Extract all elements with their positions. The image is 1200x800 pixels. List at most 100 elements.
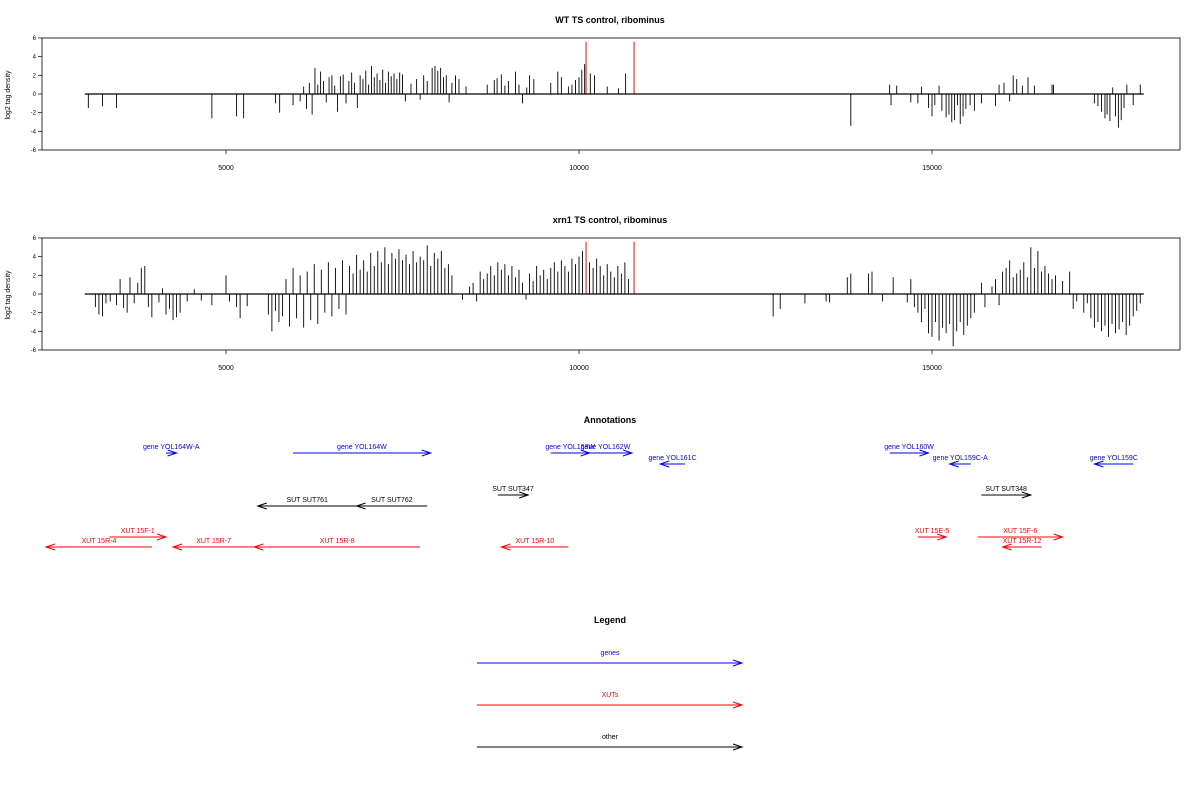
annotation-label: gene YOL163W xyxy=(545,444,595,451)
annotation-arrow xyxy=(165,449,179,457)
annotation-arrow xyxy=(355,502,428,510)
annotation-arrow xyxy=(658,460,685,468)
annotation-label: XUT 15F-6 xyxy=(1003,528,1037,535)
xrn1-track-y-tick-label: 6 xyxy=(33,236,37,242)
xrn1-track-y-tick-label: -4 xyxy=(31,329,37,335)
annotations-title: Annotations xyxy=(584,415,637,425)
annotation-arrow-head xyxy=(1092,460,1104,468)
wt-track-y-tick-label: 4 xyxy=(33,55,37,61)
annotation-label: XUT 15E-5 xyxy=(915,528,950,535)
wt-track-y-axis-label: log2 tag density xyxy=(5,70,12,120)
legend-item-arrow-head xyxy=(732,743,744,751)
annotation-label: gene YOL159C xyxy=(1090,455,1138,462)
annotation-features: gene YOL164W-A gene YOL164W gene YOL163Wge… xyxy=(44,444,1138,551)
annotation-label: SUT SUT762 xyxy=(371,497,413,504)
xrn1-track-x-tick-label: 5000 xyxy=(218,365,234,372)
wt-track-panel: WT TS control, ribominus log2 tag densit… xyxy=(5,15,1181,172)
annotation-arrow-head xyxy=(919,449,931,457)
annotation-label: gene YOL164W-A xyxy=(143,444,200,451)
annotation-arrow xyxy=(109,533,168,541)
annotation-arrow xyxy=(1092,460,1134,468)
legend-item-arrow-head xyxy=(732,659,744,667)
xrn1-track-y-axis: -6 -4 -2 0 2 4 6 xyxy=(31,236,42,354)
annotations-panel: Annotations gene YOL164W-A gene YOL164W ge… xyxy=(44,415,1138,551)
xrn1-track-panel: xrn1 TS control, ribominus log2 tag dens… xyxy=(5,215,1181,372)
annotation-arrow xyxy=(977,533,1065,541)
xrn1-track-y-tick-label: 2 xyxy=(33,273,37,279)
annotation-label: gene YOL161C xyxy=(648,455,696,462)
annotation-arrow xyxy=(499,543,569,551)
wt-track-x-tick-label: 10000 xyxy=(569,165,589,172)
annotation-arrow-head xyxy=(44,543,56,551)
wt-track-y-tick-label: -4 xyxy=(31,129,37,135)
xrn1-track-red-markers xyxy=(585,241,635,294)
xrn1-track-x-tick-label: 15000 xyxy=(922,365,942,372)
annotation-arrow xyxy=(579,449,634,457)
xrn1-track-x-tick-label: 10000 xyxy=(569,365,589,372)
wt-track-red-markers xyxy=(585,41,635,94)
legend-item-label: genes xyxy=(600,650,620,657)
legend-panel: Legend genes XUTs other xyxy=(477,615,744,751)
annotation-arrow-head xyxy=(519,491,530,499)
xrn1-track-y-tick-label: -6 xyxy=(31,348,37,354)
annotation-arrow-head xyxy=(1001,543,1012,551)
annotation-arrow-head xyxy=(936,533,948,541)
xrn1-track-y-tick-label: 4 xyxy=(33,255,37,261)
wt-track-bars xyxy=(87,64,1141,128)
annotation-label: XUT 15R-4 xyxy=(81,538,116,545)
xrn1-track-title: xrn1 TS control, ribominus xyxy=(553,215,668,225)
wt-track-x-tick-label: 15000 xyxy=(922,165,942,172)
annotation-arrow-head xyxy=(948,460,959,468)
annotation-arrow xyxy=(171,543,255,551)
annotation-arrow-head xyxy=(156,533,168,541)
wt-track-y-tick-label: 6 xyxy=(33,36,37,42)
annotation-arrow-head xyxy=(167,449,179,457)
legend-items: genes XUTs other xyxy=(477,650,744,751)
annotation-label: XUT 15R-8 xyxy=(320,538,355,545)
annotation-arrow-head xyxy=(499,543,511,551)
annotation-arrow xyxy=(497,491,530,499)
wt-track-x-axis: 5000 10000 15000 xyxy=(218,150,942,172)
annotation-arrow xyxy=(917,533,948,541)
annotation-arrow-head xyxy=(622,449,634,457)
annotation-label: gene YOL164W xyxy=(337,444,387,451)
annotation-arrow xyxy=(252,543,421,551)
annotation-arrow-head xyxy=(171,543,183,551)
annotation-arrow-head xyxy=(252,543,264,551)
annotation-arrow-head xyxy=(1053,533,1065,541)
legend-item-arrow xyxy=(477,701,744,709)
wt-track-x-tick-label: 5000 xyxy=(218,165,234,172)
wt-track-y-tick-label: -2 xyxy=(31,111,37,117)
xrn1-track-y-tick-label: 0 xyxy=(33,292,37,298)
wt-track-y-tick-label: 2 xyxy=(33,73,37,79)
annotation-label: XUT 15F-1 xyxy=(121,528,155,535)
annotation-arrow xyxy=(44,543,152,551)
annotation-label: gene YOL159C-A xyxy=(933,455,988,462)
annotation-arrow-head xyxy=(355,502,366,510)
annotation-label: XUT 15R-12 xyxy=(1003,538,1042,545)
annotation-arrow xyxy=(889,449,931,457)
legend-item-label: XUTs xyxy=(602,692,619,699)
annotation-arrow-head xyxy=(1021,491,1033,499)
wt-track-y-tick-label: 0 xyxy=(33,92,37,98)
annotation-arrow-head xyxy=(421,449,433,457)
annotation-label: SUT SUT348 xyxy=(985,486,1027,493)
legend-title: Legend xyxy=(594,615,626,625)
xrn1-track-y-tick-label: -2 xyxy=(31,311,37,317)
annotation-label: SUT SUT347 xyxy=(492,486,534,493)
annotation-label: gene YOL162W xyxy=(581,444,631,451)
xrn1-track-y-axis-label: log2 tag density xyxy=(5,270,12,320)
wt-track-y-tick-label: -6 xyxy=(31,148,37,154)
xrn1-track-x-axis: 5000 10000 15000 xyxy=(218,350,942,372)
annotation-label: XUT 15R-7 xyxy=(196,538,231,545)
annotation-label: gene YOL160W xyxy=(884,444,934,451)
annotation-arrow xyxy=(981,491,1033,499)
annotation-arrow-head xyxy=(256,502,267,510)
annotation-label: XUT 15R-10 xyxy=(515,538,554,545)
annotation-label: SUT SUT761 xyxy=(286,497,328,504)
annotation-arrow xyxy=(256,502,357,510)
annotation-arrow-head xyxy=(658,460,670,468)
legend-item-arrow xyxy=(477,659,744,667)
